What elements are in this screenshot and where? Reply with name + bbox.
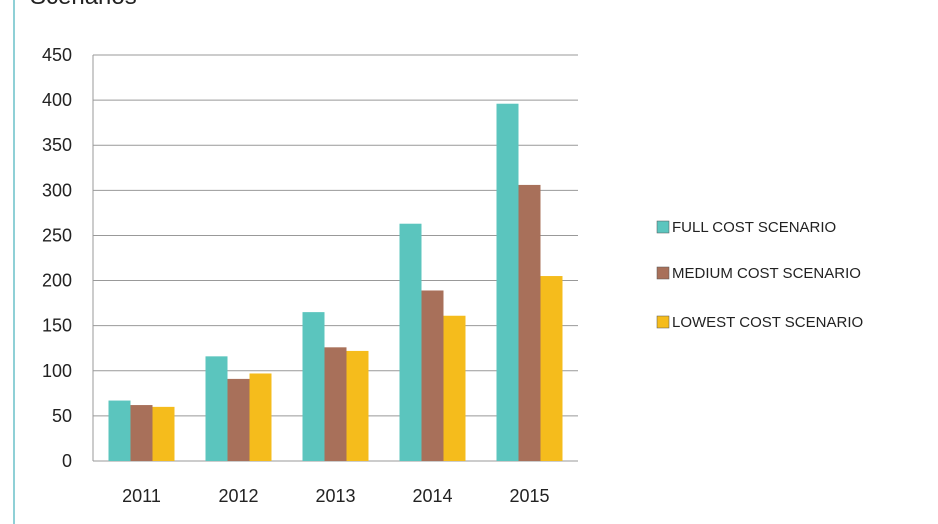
legend-label: LOWEST COST SCENARIO [672,314,863,331]
bar [346,350,369,461]
y-tick-label: 150 [42,316,72,336]
y-tick-label: 100 [42,361,72,381]
bar [443,315,466,461]
bar [540,276,563,461]
bar [421,290,444,461]
bar [302,312,325,461]
y-tick-label: 50 [52,406,72,426]
legend-swatch [656,266,670,280]
bar [249,373,272,461]
bar [205,356,228,461]
x-tick-label: 2011 [122,486,161,506]
x-tick-label: 2012 [218,486,258,506]
bar [324,347,347,461]
bar [130,405,153,461]
legend-swatch [656,315,670,329]
y-tick-label: 250 [42,225,72,245]
x-tick-label: 2015 [509,486,549,506]
y-tick-label: 0 [62,451,72,471]
x-tick-label: 2014 [412,486,452,506]
bar [108,400,131,461]
bar [399,223,422,461]
legend-label: MEDIUM COST SCENARIO [672,265,861,282]
bar [518,184,541,462]
bar [496,103,519,461]
y-tick-label: 300 [42,180,72,200]
y-tick-label: 200 [42,271,72,291]
x-tick-label: 2013 [315,486,355,506]
legend-label: FULL COST SCENARIO [672,219,836,236]
bar [152,406,175,461]
bar [227,378,250,461]
legend-swatch [656,220,670,234]
y-tick-label: 450 [42,45,72,65]
chart-title: Scenarios [30,0,137,10]
y-tick-label: 400 [42,90,72,110]
y-tick-label: 350 [42,135,72,155]
